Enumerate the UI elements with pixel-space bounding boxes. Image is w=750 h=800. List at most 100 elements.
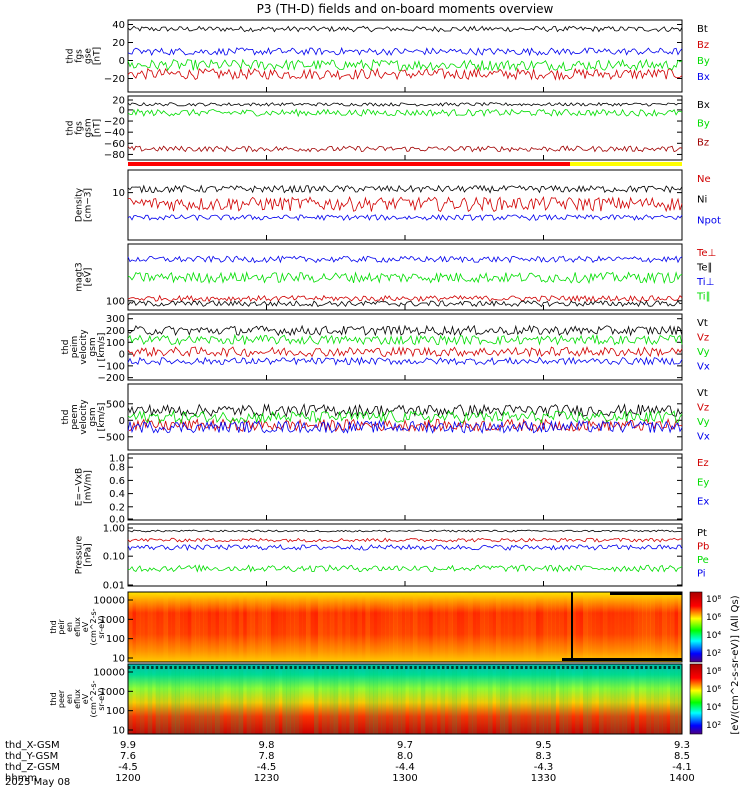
- series-Ti∥: [127, 271, 683, 285]
- ytick-label: 1000: [100, 687, 125, 698]
- orbit-value: -4.1: [672, 762, 692, 773]
- ytick-label: 0.0: [109, 515, 125, 526]
- ylabel: gse: [84, 48, 94, 64]
- panel-efield: 1.00.8 0.6 0.4 0.2 0.0 E=−VxB [mV/m] Ez Ey Ex: [75, 453, 709, 526]
- ylabel: fgs: [75, 49, 85, 63]
- series-Vz: [127, 345, 683, 358]
- orbit-row-label: thd_Z-GSM: [5, 762, 60, 773]
- spectrogram-peer-eflux: 10000 1000 100 10 thd peer en eflux eV (cm^2-s-sr…: [49, 663, 683, 737]
- ylabel: fgs: [75, 121, 85, 135]
- ytick-label: 0: [119, 105, 125, 116]
- panel-temperature: 100 magt3 [eV] Te⊥ Te∥ Ti⊥ Ti∥: [75, 243, 716, 311]
- panel-peem-velocity: 500 0 −500 thd peem velocity gsm [km/s] Vt Vz Vy Vx: [61, 383, 710, 451]
- series-Bz: [127, 145, 683, 153]
- legend-Ez: Ez: [697, 458, 709, 469]
- series-Bx: [127, 102, 683, 107]
- spectrogram-image: [128, 664, 682, 734]
- series-Bz: [127, 67, 683, 81]
- ytick-label: −20: [104, 117, 125, 128]
- series-Te⊥: [127, 294, 683, 303]
- orbit-value: -4.4: [395, 762, 415, 773]
- legend-Npot: Npot: [697, 215, 721, 226]
- series-Ni: [127, 184, 683, 194]
- ylabel: (cm^2-s-: [89, 680, 98, 717]
- ylabel: Density: [75, 187, 85, 222]
- panel-frame: [127, 169, 683, 241]
- ytick-label: 100: [106, 338, 125, 349]
- ylabel: gsm: [88, 407, 98, 426]
- ylabel: gsm: [88, 337, 98, 356]
- ylabel: (cm^2-s-: [89, 608, 98, 645]
- ylabel: peer: [57, 689, 66, 708]
- ytick-label: 0.4: [109, 489, 125, 500]
- ytick-label: 0: [119, 56, 125, 67]
- ylabel: eV: [81, 621, 90, 632]
- orbit-value: 9.5: [536, 740, 552, 751]
- series-Bx: [127, 46, 683, 57]
- colorbar-tick: 10⁴: [706, 631, 721, 641]
- ytick-label: 0.6: [109, 476, 125, 487]
- series-Bt: [127, 25, 683, 33]
- ylabel: [nPa]: [84, 543, 94, 566]
- ylabel: [cm−3]: [84, 188, 94, 222]
- ytick-label: 20: [112, 38, 125, 49]
- ytick-label: 0.10: [103, 552, 125, 563]
- ytick-label: 20: [112, 96, 125, 107]
- ytick-label: 10: [112, 726, 125, 737]
- orbit-value: 7.6: [120, 751, 136, 762]
- panel-frame: [127, 95, 683, 161]
- orbit-value: 8.3: [536, 751, 552, 762]
- series-Ne: [128, 195, 683, 213]
- ylabel: eflux: [73, 689, 82, 709]
- ytick-label: −100: [98, 361, 125, 372]
- ytick-label: 0.01: [103, 581, 125, 592]
- orbit-value: 1400: [669, 773, 694, 784]
- panel-pressure: 1.00 0.10 0.01 Pressure [nPa] Pt Pb Pe Pi: [75, 523, 709, 592]
- legend-Ni: Ni: [697, 195, 707, 206]
- ylabel: thd: [66, 121, 76, 136]
- ylabel: [eV]: [84, 268, 94, 287]
- ylabel: [nT]: [93, 119, 103, 137]
- legend-Pe: Pe: [697, 555, 709, 566]
- ylabel: velocity: [79, 329, 89, 365]
- orbit-value: 1300: [392, 773, 417, 784]
- panel-fgs-gsm: 200−20−40−60−80 thd fgs gsm [nT] Bx By Bz: [66, 95, 710, 161]
- orbit-value: 9.3: [674, 740, 690, 751]
- ylabel: [km/s]: [97, 403, 107, 432]
- orbit-value: 9.7: [397, 740, 413, 751]
- date-label: 2025 May 08: [5, 777, 70, 788]
- legend-Ti∥: Ti∥: [696, 292, 711, 303]
- ylabel: peim: [70, 336, 80, 359]
- spectrogram-peir-eflux: 10000 1000 100 10 thd peir en eflux eV (cm^2-s-sr…: [49, 591, 683, 665]
- legend-Vz: Vz: [697, 403, 709, 414]
- legend-Pt: Pt: [697, 528, 707, 539]
- ylabel: gsm: [84, 118, 94, 137]
- ylabel: thd: [49, 692, 58, 705]
- colorbar-tick: 10⁴: [706, 703, 721, 713]
- ylabel: peir: [57, 619, 66, 635]
- ytick-label: −80: [104, 150, 125, 161]
- colorbar-tick: 10⁸: [706, 595, 721, 605]
- ylabel: en: [65, 694, 74, 704]
- ytick-label: 0: [119, 350, 125, 361]
- colorbar-tick: 10⁶: [706, 685, 721, 695]
- series-Vy: [127, 409, 683, 424]
- ytick-label: 1000: [100, 615, 125, 626]
- ylabel: thd: [61, 410, 71, 425]
- figure-title: P3 (TH-D) fields and on-board moments ov…: [257, 2, 554, 16]
- orbit-value: 1230: [254, 773, 279, 784]
- legend-Bx: Bx: [697, 100, 710, 111]
- ytick-label: 300: [106, 314, 125, 325]
- ylabel: [nT]: [93, 47, 103, 65]
- legend-Ex: Ex: [697, 497, 709, 508]
- ylabel: sr-eV): [97, 687, 106, 710]
- legend-Vx: Vx: [697, 362, 710, 373]
- series-Pi: [127, 543, 683, 551]
- legend-Vy: Vy: [697, 347, 710, 358]
- orbit-value: -4.5: [118, 762, 138, 773]
- ytick-label: −40: [104, 128, 125, 139]
- legend-Ey: Ey: [697, 477, 709, 488]
- legend-Ne: Ne: [697, 174, 711, 185]
